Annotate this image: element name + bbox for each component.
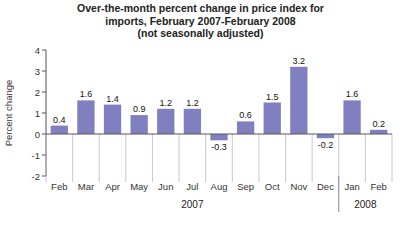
- column-separator: [179, 134, 180, 182]
- data-label: 0.4: [53, 115, 66, 125]
- bar: [290, 67, 307, 134]
- data-label: 3.2: [293, 56, 306, 66]
- x-tick-label: Jan: [344, 181, 359, 192]
- x-tick-label: Apr: [105, 181, 120, 192]
- y-tick: [42, 134, 46, 135]
- bar: [237, 121, 254, 134]
- x-tick-label: Oct: [265, 181, 280, 192]
- x-tick-label: Jun: [158, 181, 173, 192]
- bar: [131, 115, 148, 134]
- data-label: -0.2: [318, 140, 334, 150]
- y-tick-label: 2: [35, 87, 40, 98]
- column-separator: [258, 134, 259, 182]
- year-label: 2007: [181, 199, 204, 210]
- bar: [343, 100, 360, 134]
- bar: [184, 109, 201, 134]
- bar: [317, 134, 334, 138]
- y-tick-label: 0: [35, 129, 40, 140]
- data-label: 0.2: [372, 119, 385, 129]
- data-label: 1.5: [266, 92, 279, 102]
- column-separator: [312, 134, 313, 182]
- y-axis-label: Percent change: [3, 80, 14, 147]
- column-separator: [205, 134, 206, 182]
- y-tick: [42, 50, 46, 51]
- data-label: 1.4: [106, 94, 119, 104]
- column-separator: [232, 134, 233, 182]
- y-tick: [42, 71, 46, 72]
- column-separator: [285, 134, 286, 182]
- column-separator: [338, 134, 339, 182]
- column-separator: [72, 134, 73, 182]
- bar: [210, 134, 227, 140]
- column-separator: [392, 134, 393, 182]
- x-tick-label: Jul: [186, 181, 198, 192]
- y-tick-label: 4: [35, 45, 40, 56]
- x-tick-label: Dec: [317, 181, 334, 192]
- data-label: 1.6: [80, 89, 93, 99]
- y-tick-label: 3: [35, 66, 40, 77]
- title: Over-the-month percent change in price i…: [77, 2, 324, 39]
- y-tick: [42, 113, 46, 114]
- year-separator: [338, 176, 339, 212]
- y-tick: [42, 176, 46, 177]
- x-tick-label: Mar: [78, 181, 94, 192]
- y-tick: [42, 155, 46, 156]
- column-separator: [152, 134, 153, 182]
- chart: Over-the-month percent change in price i…: [0, 0, 401, 238]
- data-label: 1.2: [186, 98, 199, 108]
- y-tick: [42, 92, 46, 93]
- column-separator: [365, 134, 366, 182]
- year-label: 2008: [354, 199, 377, 210]
- x-tick-label: Sep: [237, 181, 254, 192]
- bars: [51, 67, 388, 141]
- data-label: 0.6: [239, 110, 252, 120]
- bar: [51, 126, 68, 134]
- zero-line: [46, 134, 392, 135]
- y-tick-label: -2: [32, 171, 40, 182]
- x-tick-label: Feb: [371, 181, 387, 192]
- data-label: 1.2: [160, 98, 173, 108]
- data-label: 1.6: [346, 89, 359, 99]
- column-separator: [46, 134, 47, 182]
- bar: [77, 100, 94, 134]
- x-tick-label: May: [130, 181, 148, 192]
- y-tick-label: -1: [32, 150, 40, 161]
- y-tick-label: 1: [35, 108, 40, 119]
- x-tick-label: Nov: [290, 181, 307, 192]
- x-tick-label: Feb: [51, 181, 67, 192]
- data-label: -0.3: [211, 142, 227, 152]
- bar: [370, 130, 387, 134]
- x-tick-label: Aug: [211, 181, 228, 192]
- bar: [157, 109, 174, 134]
- bar: [264, 103, 281, 135]
- bar: [104, 105, 121, 134]
- column-separator: [99, 134, 100, 182]
- column-separator: [125, 134, 126, 182]
- data-label: 0.9: [133, 104, 146, 114]
